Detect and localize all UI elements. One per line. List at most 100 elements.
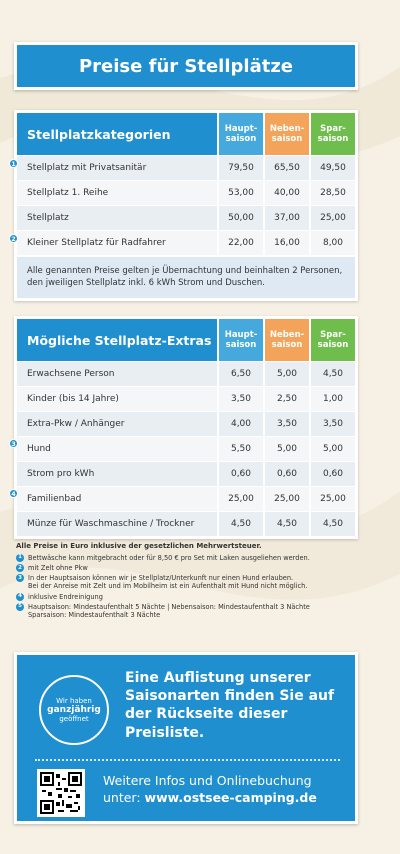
- footnote: 2 mit Zelt ohne Pkw: [16, 563, 360, 572]
- footnote-marker-icon: 4: [16, 592, 24, 601]
- footnote-text: inklusive Endreinigung: [28, 592, 103, 601]
- header-hauptsaison: Haupt- saison: [219, 319, 263, 361]
- price-spar: 5,00: [311, 437, 355, 461]
- footnote: 5 Hauptsaison: Mindestaufenthalt 5 Nächt…: [16, 602, 360, 620]
- website-link[interactable]: www.ostsee-camping.de: [144, 789, 317, 805]
- footnote-marker-icon: 5: [16, 602, 24, 611]
- row-label: Kleiner Stellplatz für Radfahrer: [17, 231, 217, 255]
- table-row: Kleiner Stellplatz für Radfahrer 22,00 1…: [17, 231, 355, 255]
- footnote-marker-icon: 3: [9, 439, 18, 448]
- booking-text: Weitere Infos und Onlinebuchung: [103, 773, 312, 788]
- table-row: Stellplatz mit Privatsanitär 79,50 65,50…: [17, 156, 355, 180]
- footnote-text: In der Hauptsaison können wir je Stellpl…: [28, 574, 308, 591]
- footnote-marker-icon: 3: [16, 574, 24, 583]
- price-haupt: 4,50: [219, 512, 263, 536]
- table-row: Kinder (bis 14 Jahre) 3,50 2,50 1,00: [17, 387, 355, 411]
- page-title: Preise für Stellplätze: [78, 55, 294, 77]
- price-neben: 37,00: [265, 206, 309, 230]
- header-sparsaison: Spar- saison: [311, 113, 355, 155]
- price-haupt: 6,50: [219, 362, 263, 386]
- price-neben: 5,00: [265, 437, 309, 461]
- table-header: Mögliche Stellplatz-Extras Haupt- saison…: [17, 319, 355, 361]
- table-row: Stellplatz 50,00 37,00 25,00: [17, 206, 355, 230]
- footnote: 1 Bettwäsche kann mitgebracht oder für 8…: [16, 553, 360, 562]
- price-haupt: 5,50: [219, 437, 263, 461]
- price-table-categories: Stellplatzkategorien Haupt- saison Neben…: [14, 110, 358, 301]
- price-spar: 28,50: [311, 181, 355, 205]
- price-spar: 25,00: [311, 206, 355, 230]
- table-row: Erwachsene Person 6,50 5,00 4,50: [17, 362, 355, 386]
- row-label: Erwachsene Person: [17, 362, 217, 386]
- url-prefix: unter:: [103, 789, 145, 805]
- price-haupt: 0,60: [219, 462, 263, 486]
- booking-info: Weitere Infos und Onlinebuchung unter: w…: [103, 773, 353, 807]
- row-label: Stellplatz 1. Reihe: [17, 181, 217, 205]
- row-label: Familienbad: [17, 487, 217, 511]
- price-haupt: 50,00: [219, 206, 263, 230]
- header-nebensaison: Neben- saison: [265, 113, 309, 155]
- footnote-text: Hauptsaison: Mindestaufenthalt 5 Nächte …: [28, 602, 310, 620]
- price-spar: 4,50: [311, 362, 355, 386]
- row-label: Strom pro kWh: [17, 462, 217, 486]
- footnote-marker-icon: 2: [16, 563, 24, 572]
- header-hauptsaison: Haupt- saison: [219, 113, 263, 155]
- price-haupt: 22,00: [219, 231, 263, 255]
- row-label: Stellplatz mit Privatsanitär: [17, 156, 217, 180]
- table-row: Münze für Waschmaschine / Trockner 4,50 …: [17, 512, 355, 536]
- table-header-label: Stellplatzkategorien: [17, 113, 217, 155]
- dotted-divider: [35, 759, 340, 761]
- badge-line: geöffnet: [59, 715, 89, 723]
- price-neben: 5,00: [265, 362, 309, 386]
- price-neben: 3,50: [265, 412, 309, 436]
- price-haupt: 3,50: [219, 387, 263, 411]
- title-banner: Preise für Stellplätze: [14, 42, 358, 90]
- row-label: Hund: [17, 437, 217, 461]
- table-header-label: Mögliche Stellplatz-Extras: [17, 319, 217, 361]
- table-row: Stellplatz 1. Reihe 53,00 40,00 28,50: [17, 181, 355, 205]
- footnotes-heading: Alle Preise in Euro inklusive der gesetz…: [16, 542, 262, 550]
- row-label: Kinder (bis 14 Jahre): [17, 387, 217, 411]
- open-all-year-badge: Wir haben ganzjährig geöffnet: [39, 675, 109, 745]
- table-row: Extra-Pkw / Anhänger 4,00 3,50 3,50: [17, 412, 355, 436]
- qr-code-icon[interactable]: [37, 769, 85, 817]
- table-header: Stellplatzkategorien Haupt- saison Neben…: [17, 113, 355, 155]
- price-spar: 0,60: [311, 462, 355, 486]
- price-neben: 2,50: [265, 387, 309, 411]
- row-label: Extra-Pkw / Anhänger: [17, 412, 217, 436]
- footnote-text: Bettwäsche kann mitgebracht oder für 8,5…: [28, 553, 310, 562]
- row-label: Münze für Waschmaschine / Trockner: [17, 512, 217, 536]
- footnote-marker-icon: 1: [9, 159, 18, 168]
- price-haupt: 25,00: [219, 487, 263, 511]
- price-neben: 25,00: [265, 487, 309, 511]
- price-neben: 65,50: [265, 156, 309, 180]
- price-spar: 3,50: [311, 412, 355, 436]
- footnote-marker-icon: 4: [9, 489, 18, 498]
- table-row: Hund 5,50 5,00 5,00: [17, 437, 355, 461]
- footnote: 4 inklusive Endreinigung: [16, 592, 360, 601]
- table-note: Alle genannten Preise gelten je Übernach…: [17, 257, 355, 298]
- footnote-marker-icon: 1: [16, 553, 24, 562]
- price-neben: 16,00: [265, 231, 309, 255]
- price-haupt: 4,00: [219, 412, 263, 436]
- badge-line: Wir haben: [56, 697, 92, 705]
- row-label: Stellplatz: [17, 206, 217, 230]
- price-neben: 0,60: [265, 462, 309, 486]
- footnotes: Alle Preise in Euro inklusive der gesetz…: [16, 542, 360, 621]
- price-neben: 40,00: [265, 181, 309, 205]
- price-neben: 4,50: [265, 512, 309, 536]
- badge-line: ganzjährig: [47, 705, 101, 715]
- price-haupt: 79,50: [219, 156, 263, 180]
- price-spar: 25,00: [311, 487, 355, 511]
- price-spar: 8,00: [311, 231, 355, 255]
- price-haupt: 53,00: [219, 181, 263, 205]
- info-box: Wir haben ganzjährig geöffnet Eine Aufli…: [14, 652, 358, 824]
- season-info-text: Eine Auflistung unserer Saisonarten find…: [125, 670, 335, 741]
- table-row: Familienbad 25,00 25,00 25,00: [17, 487, 355, 511]
- footnote-marker-icon: 2: [9, 234, 18, 243]
- price-spar: 49,50: [311, 156, 355, 180]
- booking-url-line: unter: www.ostsee-camping.de: [103, 790, 353, 807]
- footnote-text: mit Zelt ohne Pkw: [28, 563, 88, 572]
- footnote: 3 In der Hauptsaison können wir je Stell…: [16, 574, 360, 590]
- table-row: Strom pro kWh 0,60 0,60 0,60: [17, 462, 355, 486]
- header-sparsaison: Spar- saison: [311, 319, 355, 361]
